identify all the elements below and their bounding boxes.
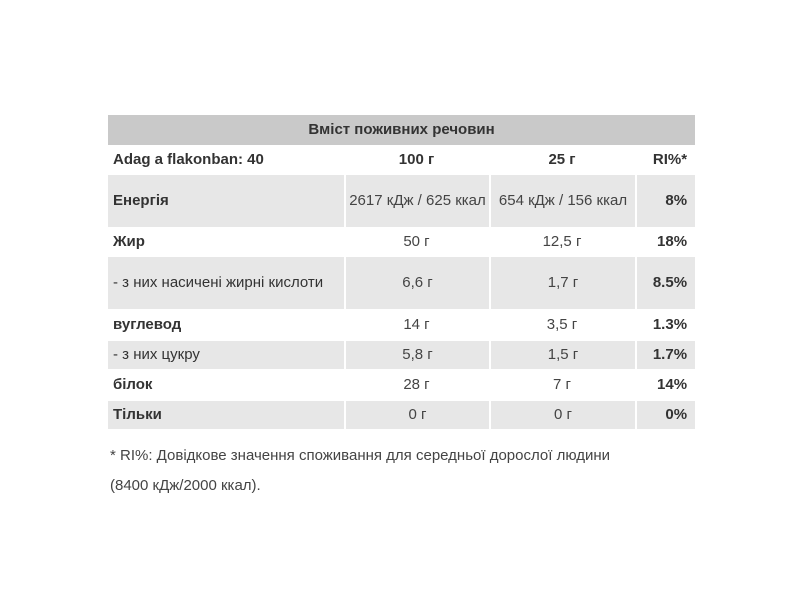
nutrition-facts: Вміст поживних речовин Adag a flakonban:… — [108, 113, 696, 501]
servings-header: Adag a flakonban: 40 — [113, 151, 264, 168]
value-per-25g: 654 кДж / 156 ккал — [489, 175, 635, 227]
ri-header: RI%* — [652, 151, 688, 168]
table-title-row: Вміст поживних речовин — [108, 115, 696, 145]
nutrient-name: Тільки — [108, 401, 344, 429]
table-row: - з них насичені жирні кислоти 6,6 г 1,7… — [108, 257, 696, 309]
per-25g-header: 25 г — [548, 151, 576, 168]
ri-value: 1.3% — [652, 316, 688, 333]
table-row: Тільки 0 г 0 г 0% — [108, 401, 696, 429]
ri-value: 8% — [635, 175, 696, 227]
nutrient-name: Жир — [113, 233, 145, 250]
per-100g-header: 100 г — [398, 151, 435, 168]
value-per-100g: 0 г — [344, 401, 489, 429]
nutrient-name: - з них насичені жирні кислоти — [108, 257, 344, 309]
table-row: Енергія 2617 кДж / 625 ккал 654 кДж / 15… — [108, 175, 696, 227]
table-row: вуглевод 14 г 3,5 г 1.3% — [108, 311, 695, 339]
ri-value: 1.7% — [635, 341, 696, 369]
ri-value: 18% — [657, 233, 688, 250]
value-per-100g: 2617 кДж / 625 ккал — [344, 175, 489, 227]
nutrition-table: Вміст поживних речовин Adag a flakonban:… — [108, 113, 696, 431]
value-per-100g: 50 г — [403, 233, 430, 250]
table-row: - з них цукру 5,8 г 1,5 г 1.7% — [108, 341, 696, 369]
value-per-100g: 6,6 г — [344, 257, 489, 309]
value-per-25g: 7 г — [553, 376, 571, 393]
value-per-100g: 5,8 г — [344, 341, 489, 369]
value-per-25g: 1,5 г — [489, 341, 635, 369]
ri-value: 8.5% — [635, 257, 696, 309]
ri-value: 0% — [635, 401, 696, 429]
value-per-100g: 14 г — [403, 316, 430, 333]
table-header-row: Adag a flakonban: 40 100 г 25 г RI%* — [108, 147, 695, 173]
ri-footnote: * RI%: Довідкове значення споживання для… — [110, 447, 611, 494]
value-per-25g: 12,5 г — [542, 233, 582, 250]
table-row: білок 28 г 7 г 14% — [108, 371, 695, 399]
value-per-25g: 0 г — [489, 401, 635, 429]
nutrient-name: - з них цукру — [108, 341, 344, 369]
nutrient-name: вуглевод — [113, 316, 182, 333]
nutrient-name: Енергія — [108, 175, 344, 227]
value-per-25g: 1,7 г — [489, 257, 635, 309]
value-per-25g: 3,5 г — [546, 316, 578, 333]
table-title: Вміст поживних речовин — [108, 115, 696, 145]
value-per-100g: 28 г — [403, 376, 430, 393]
nutrient-name: білок — [113, 376, 153, 393]
table-row: Жир 50 г 12,5 г 18% — [108, 229, 695, 255]
ri-value: 14% — [657, 376, 688, 393]
